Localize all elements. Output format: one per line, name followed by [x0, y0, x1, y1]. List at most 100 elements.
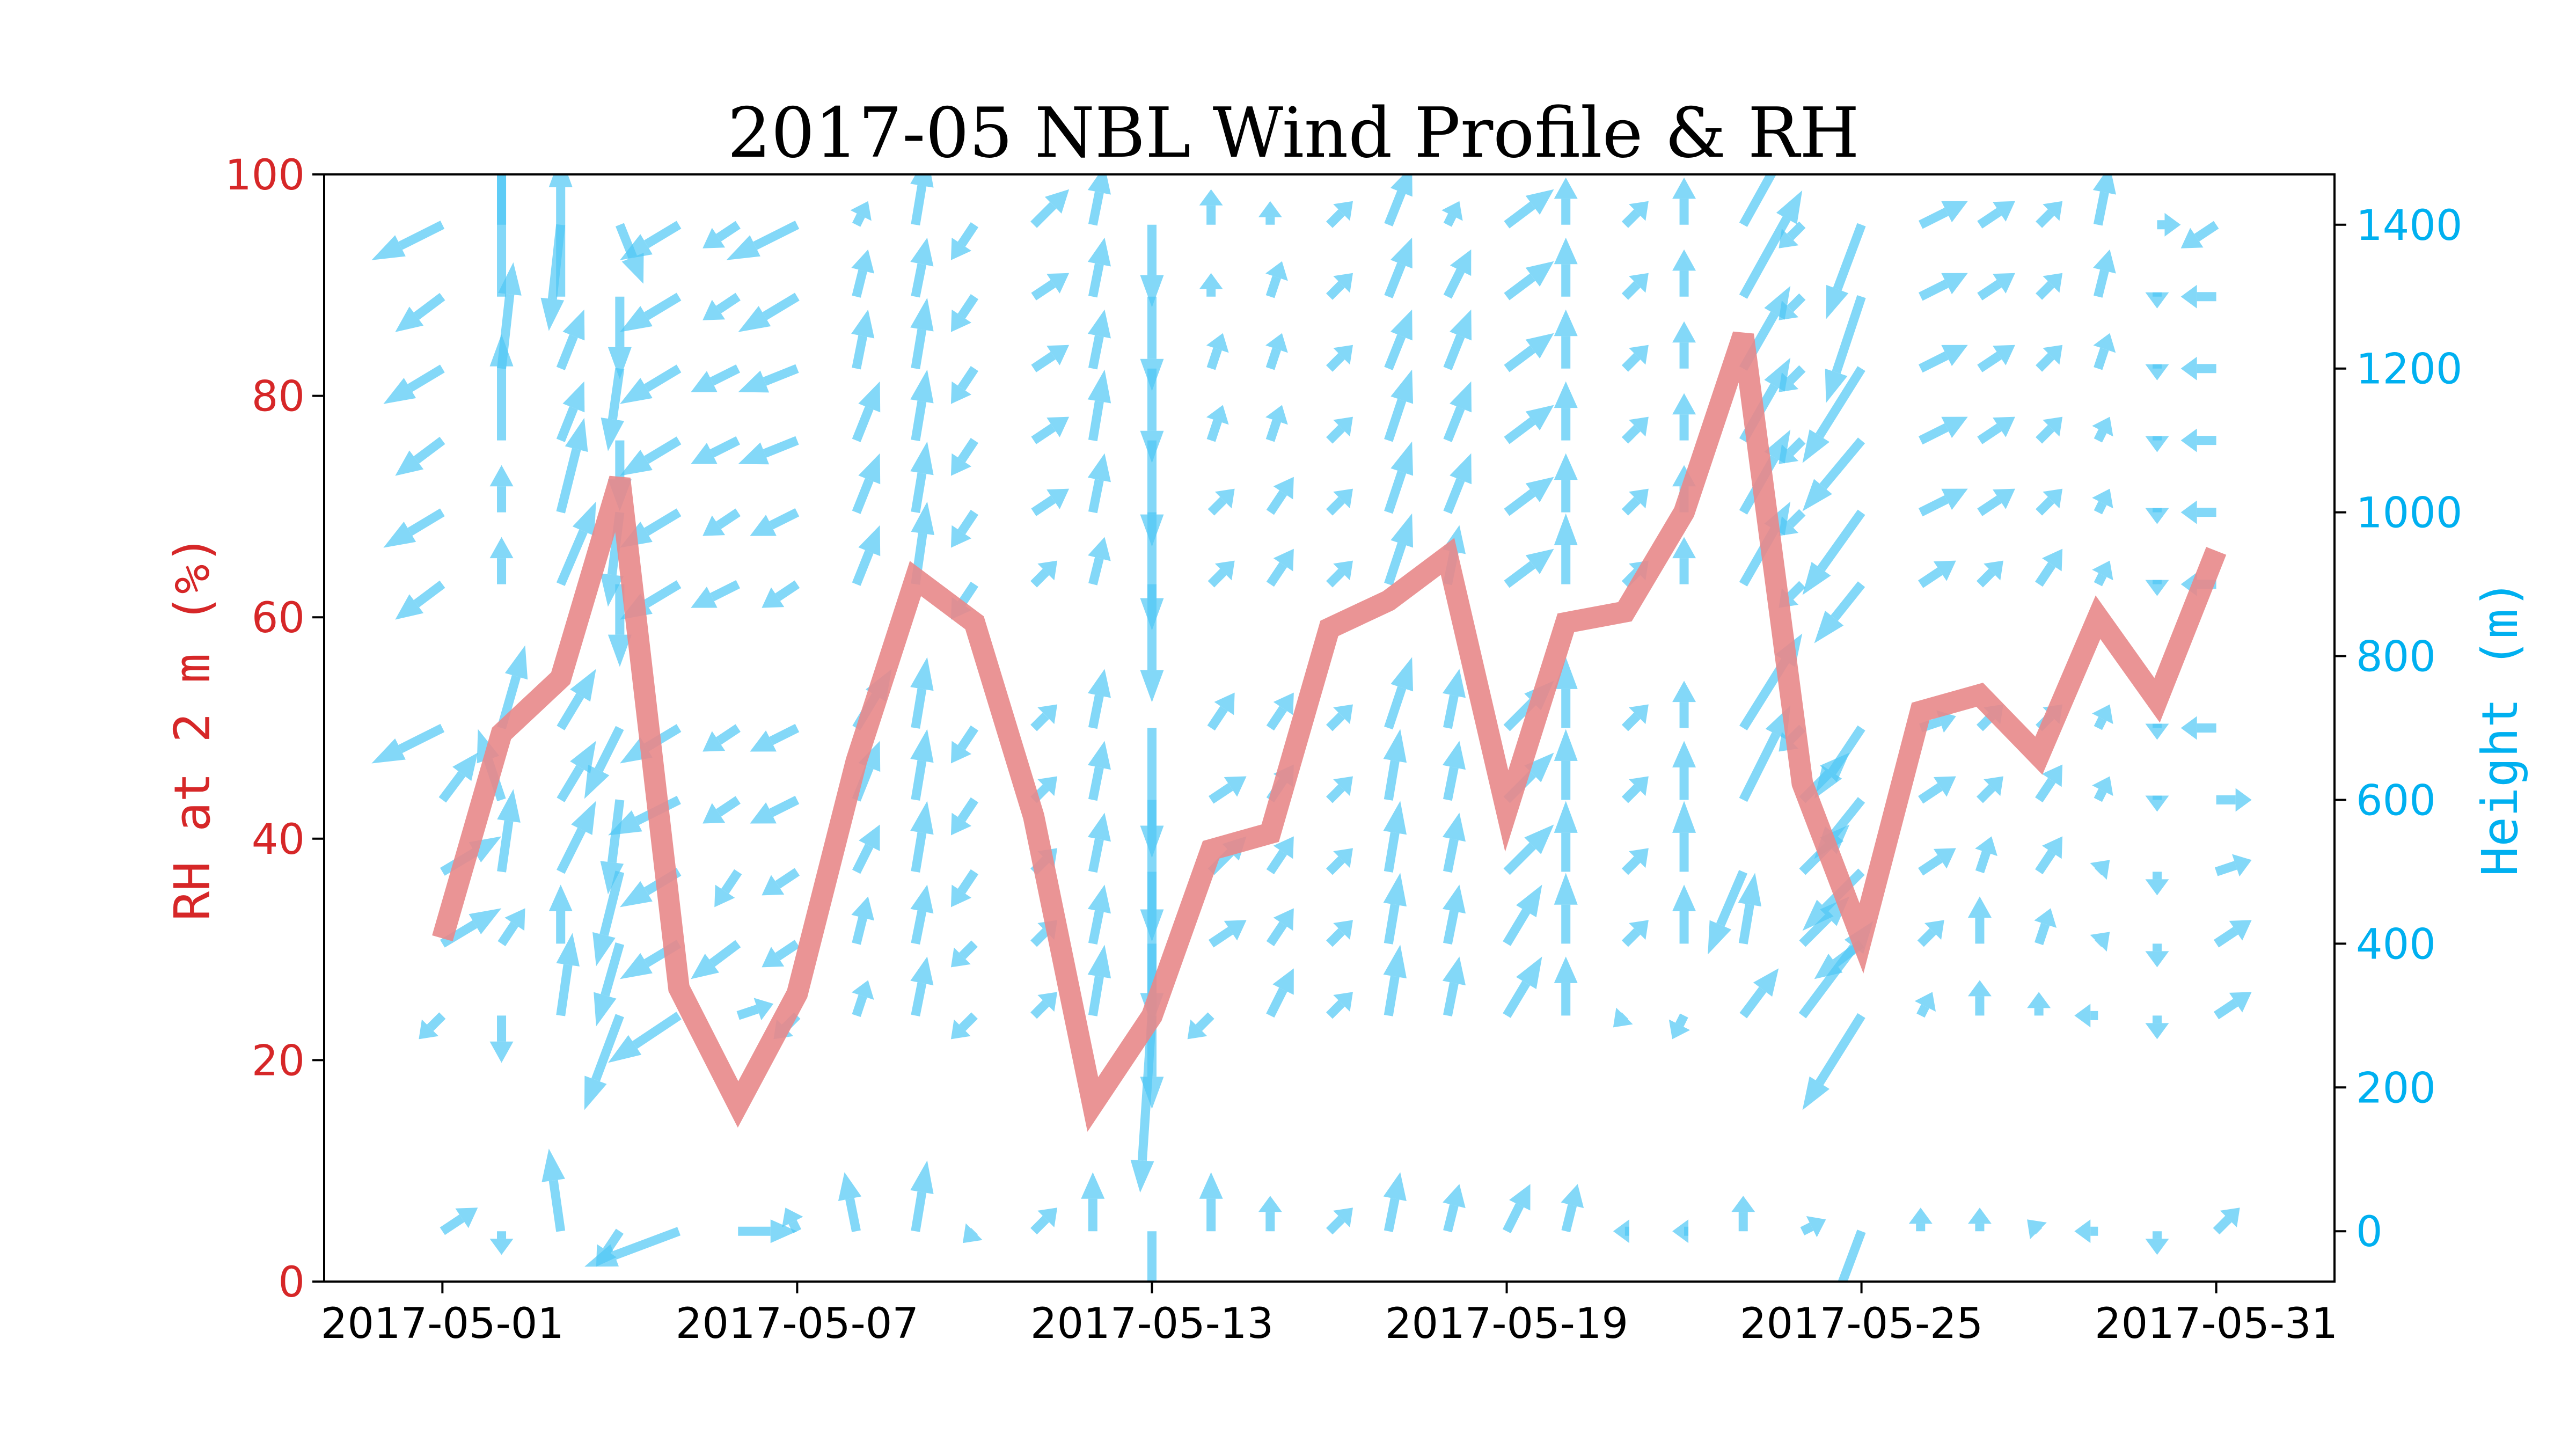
wind-arrow-shaft [556, 448, 581, 514]
wind-arrow-shaft [852, 406, 874, 442]
wind-arrow-head [1140, 1077, 1164, 1109]
wind-arrow-shaft [2036, 281, 2054, 300]
wind-arrow-shaft [1088, 838, 1104, 873]
wind-arrow-head [1333, 201, 1353, 221]
wind-arrow-head [2090, 860, 2110, 880]
wind-arrow-shaft [595, 726, 624, 772]
wind-arrow-shaft [1787, 581, 1806, 600]
wind-arrow-head [2092, 776, 2113, 796]
right-tick-label: 600 [2356, 777, 2436, 825]
wind-arrow-shaft [1326, 568, 1345, 588]
wind-arrow-shaft [1787, 221, 1806, 240]
wind-arrow-shaft [1787, 365, 1806, 384]
wind-arrow-shaft [1266, 921, 1287, 947]
wind-arrow-shaft [1326, 856, 1345, 875]
wind-arrow-shaft [1621, 353, 1641, 372]
wind-arrow-shaft [1503, 843, 1536, 875]
wind-arrow-shaft [1738, 904, 1754, 945]
wind-arrow-head [1333, 848, 1353, 868]
wind-arrow-head [2235, 788, 2252, 812]
wind-arrow-head [2145, 436, 2169, 452]
wind-arrow-head [1554, 237, 1578, 265]
wind-arrow-head [1044, 189, 1070, 214]
wind-arrow-shaft [1443, 406, 1465, 442]
wind-arrow-head [1333, 488, 1353, 509]
wind-arrow-shaft [1443, 334, 1465, 370]
wind-arrow-shaft [1031, 495, 1056, 516]
wind-arrow-head [2034, 908, 2057, 928]
wind-arrow-head [2093, 333, 2116, 353]
wind-arrow-head [702, 228, 726, 248]
wind-arrow-shaft [1384, 686, 1407, 730]
wind-arrow-shaft [1918, 567, 1943, 588]
right-tick-label: 200 [2356, 1064, 2436, 1113]
wind-arrow-head [1187, 1019, 1208, 1040]
wind-arrow-head [1524, 824, 1554, 854]
wind-arrow-head [1802, 899, 1834, 931]
wind-arrow-shaft [497, 921, 518, 947]
wind-arrow-head [1814, 610, 1844, 643]
wind-arrow-shaft [852, 550, 874, 586]
wind-arrow-shaft [1443, 478, 1465, 514]
wind-arrow-shaft [1975, 851, 1991, 874]
wind-arrow-head [1391, 369, 1414, 404]
wind-arrow-shaft [1976, 568, 1995, 588]
wind-arrow-head [851, 309, 875, 339]
wind-arrow-shaft [1208, 496, 1227, 516]
wind-arrow-head [1333, 776, 1353, 796]
wind-arrow-shaft [1088, 910, 1104, 945]
wind-arrow-head [962, 1223, 983, 1243]
wind-arrow-shaft [1088, 694, 1104, 729]
wind-arrow-shaft [644, 508, 682, 536]
wind-arrow-head [1825, 368, 1848, 403]
wind-arrow-shaft [957, 581, 979, 606]
wind-arrow-shaft [1030, 202, 1057, 228]
wind-arrow-head [548, 174, 573, 187]
wind-arrow-shaft [852, 994, 867, 1018]
wind-arrow-head [1933, 776, 1956, 797]
wind-arrow-head [556, 933, 580, 967]
wind-arrow-shaft [1832, 295, 1866, 374]
wind-arrow-head [1672, 741, 1696, 767]
wind-arrow-head [1087, 884, 1111, 914]
wind-arrow-shaft [911, 472, 927, 514]
wind-arrow-head [1554, 513, 1578, 545]
wind-arrow-shaft [1266, 987, 1287, 1018]
wind-arrow-shaft [2194, 221, 2219, 242]
wind-arrow-shaft [1265, 275, 1281, 298]
wind-arrow-head [1525, 548, 1554, 574]
wind-arrow-head [1442, 669, 1466, 698]
wind-arrow-shaft [497, 294, 515, 369]
wind-arrow-head [750, 730, 777, 752]
wind-arrow-shaft [1918, 207, 1949, 229]
wind-arrow-shaft [1088, 335, 1104, 370]
wind-arrow-head [584, 764, 610, 799]
wind-arrow-shaft [1326, 209, 1345, 228]
wind-arrow-shaft [1266, 490, 1287, 515]
wind-arrow-shaft [1504, 273, 1536, 301]
wind-arrow-shaft [1326, 425, 1345, 444]
wind-arrow-head [2043, 201, 2063, 221]
wind-arrow-head [691, 371, 718, 392]
wind-arrow-head [2042, 764, 2063, 787]
wind-arrow-shaft [1816, 1013, 1865, 1085]
wind-arrow-head [620, 378, 653, 404]
wind-arrow-head [2074, 1219, 2091, 1243]
wind-arrow-shaft [911, 185, 927, 226]
wind-arrow-shaft [547, 224, 566, 300]
wind-arrow-shaft [1384, 760, 1400, 801]
wind-arrow-head [910, 174, 934, 188]
wind-arrow-shaft [1443, 910, 1459, 945]
wind-arrow-head [1516, 956, 1542, 990]
wind-arrow-shaft [407, 508, 445, 536]
wind-arrow-head [395, 450, 424, 476]
wind-arrow-head [608, 810, 642, 836]
wind-arrow-head [1629, 345, 1649, 365]
wind-arrow-shaft [1384, 832, 1400, 873]
wind-arrow-shaft [398, 221, 445, 250]
wind-arrow-shaft [1384, 262, 1406, 298]
wind-arrow-head [455, 1208, 478, 1228]
wind-arrow-head [738, 306, 771, 332]
wind-arrow-head [1265, 333, 1288, 353]
